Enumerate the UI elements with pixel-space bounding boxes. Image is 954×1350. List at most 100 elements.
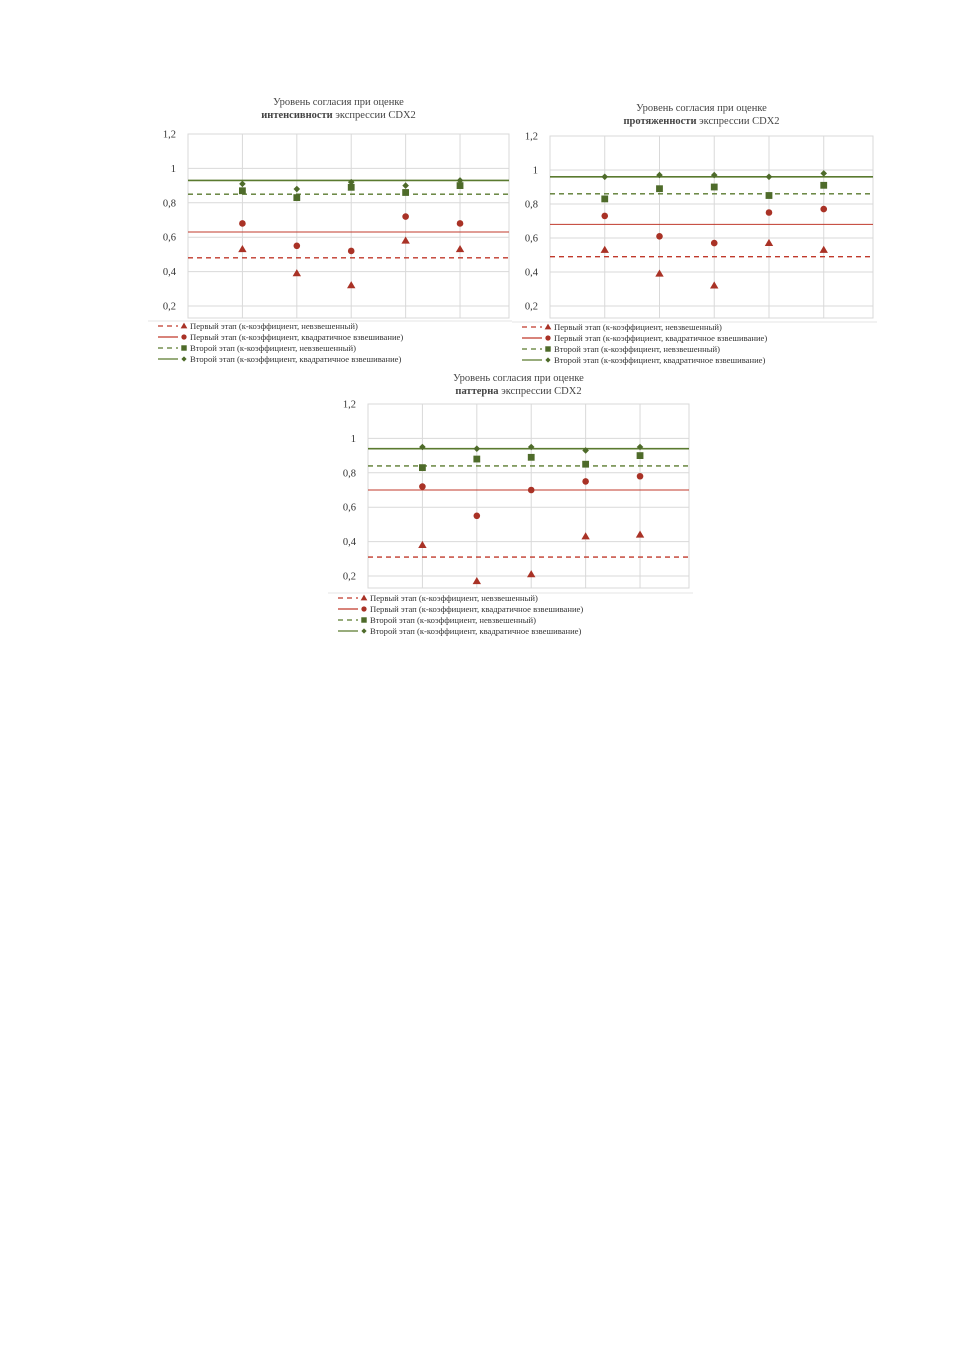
data-point-s1-3 [582,478,589,485]
data-point-s3-2 [710,171,718,179]
data-point-s0-4 [455,245,465,253]
chart-extent-svg: Уровень согласия при оценке протяженности… [512,103,877,365]
legend-label-2: Второй этап (к-коэффициент, невзвешенный… [554,344,720,354]
data-point-s2-0 [601,195,609,203]
data-point-s2-0 [419,464,426,472]
legend-marker-0 [180,322,188,329]
data-point-s1-1 [473,512,481,520]
y-tick-label: 0,6 [163,233,176,244]
legend-label-0: Первый этап (к-коэффициент, невзвешенный… [370,593,538,603]
data-point-s1-4 [820,205,828,213]
legend-marker-0 [544,323,552,330]
data-point-s2-2 [527,453,535,461]
legend-label-1: Первый этап (к-коэффициент, квадратичное… [190,332,403,342]
legend-marker-1 [361,606,367,612]
data-point-s1-0 [419,483,426,490]
data-point-s3-3 [765,173,773,181]
data-point-s3-0 [239,180,246,188]
y-tick-label: 0,8 [163,198,176,209]
chart-intensity-svg: Уровень согласия при оценке интенсивности… [148,97,513,364]
data-point-s1-4 [636,472,644,480]
data-point-s1-2 [710,239,718,247]
legend-marker-0 [360,594,368,601]
legend-label-0: Первый этап (к-коэффициент, невзвешенный… [190,321,358,331]
data-point-s0-4 [635,530,645,538]
data-point-s3-1 [293,185,301,193]
legend-marker-2 [181,345,187,351]
data-point-s1-3 [765,209,773,216]
y-tick-label: 0,8 [525,200,538,211]
legend-marker-2 [545,346,551,352]
data-point-s3-4 [456,177,464,184]
data-point-s3-0 [601,173,609,181]
legend: Первый этап (к-коэффициент, невзвешенный… [512,321,877,365]
data-point-s0-4 [819,245,828,253]
y-tick-label: 0,4 [163,267,177,278]
legend-label-2: Второй этап (к-коэффициент, невзвешенный… [190,343,356,353]
y-tick-label: 1,2 [163,130,176,141]
y-tick-label: 0,2 [343,572,356,583]
y-tick-label: 0,6 [343,503,356,514]
legend-marker-3 [361,628,367,634]
data-point-s0-3 [401,236,410,244]
y-tick-label: 1 [171,164,176,175]
data-point-s0-2 [527,570,536,578]
data-point-s0-2 [347,281,356,289]
chart-title-line2: паттерна экспрессии CDX2 [455,386,581,397]
legend: Первый этап (к-коэффициент, невзвешенный… [148,320,513,364]
y-tick-label: 1 [533,166,538,177]
chart-title-line2: интенсивности экспрессии CDX2 [261,110,416,121]
chart-title-bold: интенсивности [261,110,333,121]
data-point-s1-0 [601,212,609,220]
plot-area [549,135,874,319]
legend-marker-3 [181,356,187,362]
chart-title-line1: Уровень согласия при оценке [636,103,767,114]
data-point-s0-1 [472,576,482,585]
legend-label-1: Первый этап (к-коэффициент, квадратичное… [554,333,767,343]
chart-pattern-svg: Уровень согласия при оценке паттерна эксп… [328,373,693,636]
data-point-s2-1 [293,194,301,202]
data-point-s1-4 [456,220,464,227]
legend-label-2: Второй этап (к-коэффициент, невзвешенный… [370,615,536,625]
y-tick-label: 0,8 [343,468,356,479]
y-tick-label: 1,2 [343,400,356,411]
data-point-s2-1 [656,185,663,193]
legend-label-1: Первый этап (к-коэффициент, квадратичное… [370,604,583,614]
data-point-s2-0 [239,187,246,195]
data-point-s0-3 [581,532,590,540]
chart-title-line2: протяженности экспрессии CDX2 [623,116,779,127]
data-point-s0-2 [710,281,719,289]
data-point-s3-4 [636,443,644,451]
data-point-s3-2 [347,178,355,186]
data-point-s0-1 [292,269,302,277]
data-point-s3-1 [656,171,663,179]
data-point-s2-2 [710,183,718,191]
data-point-s1-2 [347,247,355,255]
data-point-s3-1 [473,445,481,453]
chart-title-rest: экспрессии CDX2 [333,110,416,121]
chart-title-rest: экспрессии CDX2 [697,116,780,127]
legend-label-0: Первый этап (к-коэффициент, невзвешенный… [554,322,722,332]
data-point-s0-3 [764,238,774,247]
data-point-s2-1 [473,455,481,463]
y-tick-label: 0,4 [343,537,357,548]
plot-area [367,403,690,589]
data-point-s1-1 [293,242,301,250]
legend-marker-1 [181,334,187,340]
data-point-s1-1 [656,233,663,240]
data-point-s2-3 [765,192,773,199]
legend-marker-1 [545,335,551,341]
data-point-s1-3 [402,213,409,220]
legend-marker-2 [361,617,367,623]
y-tick-label: 1,2 [525,132,538,143]
data-point-s2-4 [456,182,464,189]
legend-label-3: Второй этап (к-коэффициент, квадратичное… [370,626,581,636]
legend-marker-3 [545,357,551,363]
legend-label-3: Второй этап (к-коэффициент, квадратичное… [190,354,401,364]
legend: Первый этап (к-коэффициент, невзвешенный… [328,592,693,636]
data-point-s1-0 [239,220,246,227]
data-point-s2-3 [402,189,410,196]
chart-extent: Уровень согласия при оценке протяженности… [512,98,877,368]
chart-title-line1: Уровень согласия при оценке [453,373,584,384]
y-tick-label: 0,2 [525,302,538,313]
